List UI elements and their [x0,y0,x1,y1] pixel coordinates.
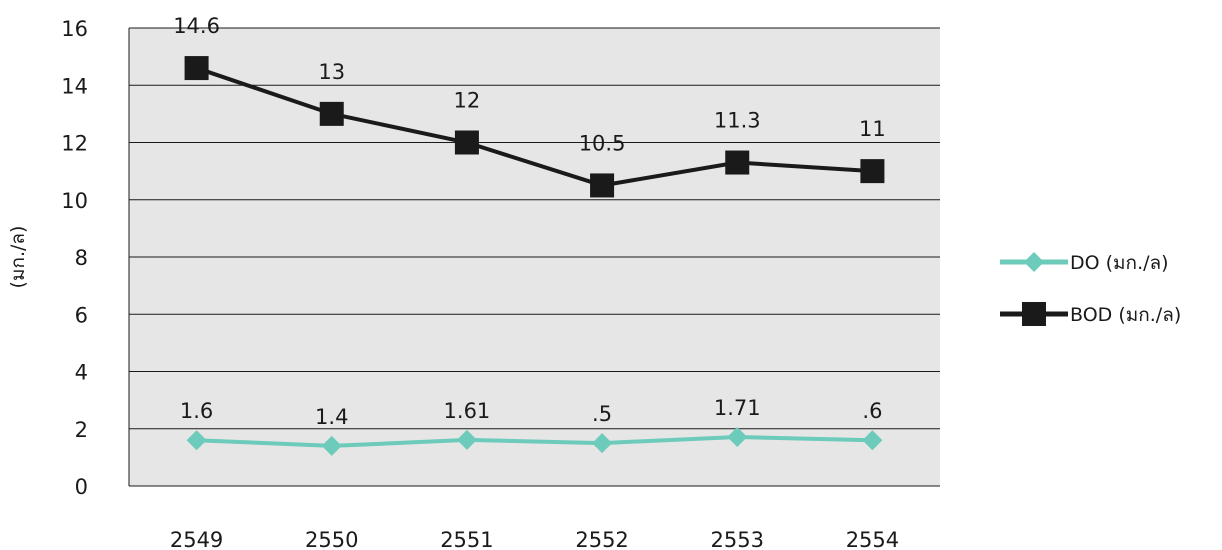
x-tick-label: 2553 [711,528,764,550]
grid-lines [128,27,940,487]
x-tick-label: 2551 [440,528,493,550]
data-point [319,101,344,126]
data-label: 14.6 [173,14,220,38]
series-layer: 1.6 1.4 1.61 .5 1.71 .6 14.6 13 12 10.5 11.3 11 [173,14,886,456]
series-line [196,435,873,448]
data-label: 13 [318,60,345,84]
legend-item: DO (มก./ล) [1000,252,1169,274]
legend-label: BOD (มก./ล) [1070,304,1181,326]
series-line [195,66,873,188]
series-1: 14.6 13 12 10.5 11.3 11 [173,14,886,198]
data-label: 10.5 [579,131,626,155]
data-point [456,429,477,450]
data-label: .5 [592,402,612,426]
x-tick-label: 2549 [170,528,223,550]
legend-label: DO (มก./ล) [1070,252,1169,274]
data-label: 1.4 [315,405,348,429]
y-tick-label: 10 [61,189,88,213]
data-point [184,56,209,81]
data-label: 11 [859,117,886,141]
legend-swatch-marker [1024,252,1044,272]
series-0: 1.6 1.4 1.61 .5 1.71 .6 [180,396,883,456]
data-point [321,435,342,456]
y-tick-label: 12 [61,132,88,156]
data-label: 1.61 [444,399,491,423]
data-point [592,433,613,454]
y-tick-label: 4 [75,361,88,385]
data-label: .6 [862,399,882,423]
y-axis-label: (มก./ล) [7,226,29,289]
y-tick-label: 16 [61,17,88,41]
data-point [725,150,750,175]
y-axis-ticks: 0 2 4 6 8 10 12 14 16 [61,17,88,499]
data-point [860,159,885,184]
legend: DO (มก./ล) BOD (มก./ล) [1000,252,1181,326]
y-tick-label: 2 [75,418,88,442]
legend-swatch-marker [1022,302,1046,326]
data-point [590,173,615,198]
data-label: 1.71 [714,396,761,420]
x-axis-ticks: 2549 2550 2551 2552 2553 2554 [170,528,899,550]
x-tick-label: 2554 [846,528,899,550]
y-tick-label: 14 [61,74,88,98]
data-point [454,130,479,155]
data-label: 11.3 [714,109,761,133]
y-tick-label: 6 [75,303,88,327]
data-point [186,430,207,451]
legend-item: BOD (มก./ล) [1000,302,1181,326]
data-point [727,427,748,448]
data-label: 1.6 [180,399,213,423]
data-label: 12 [454,89,481,113]
y-tick-label: 8 [75,246,88,270]
x-tick-label: 2550 [305,528,358,550]
y-tick-label: 0 [75,475,88,499]
data-point [862,430,883,451]
x-tick-label: 2552 [575,528,628,550]
